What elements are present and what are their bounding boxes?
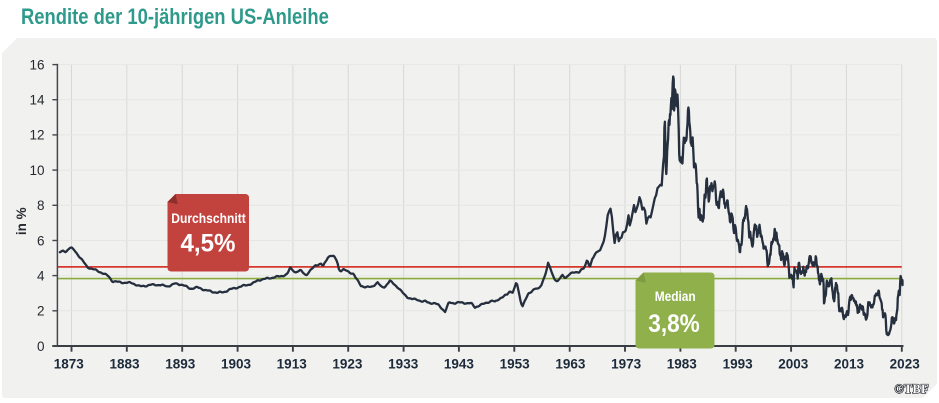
svg-text:12: 12 [29,128,44,143]
svg-text:2: 2 [37,304,45,319]
svg-text:4: 4 [37,268,45,283]
svg-text:1873: 1873 [54,357,85,372]
svg-text:10: 10 [29,163,44,178]
svg-text:14: 14 [29,93,45,108]
svg-text:6: 6 [37,233,45,248]
svg-text:0: 0 [37,339,45,354]
svg-text:1893: 1893 [165,357,196,372]
svg-text:2013: 2013 [834,357,865,372]
svg-text:1943: 1943 [444,357,475,372]
svg-text:8: 8 [37,198,45,213]
svg-text:3,8%: 3,8% [648,310,700,338]
svg-text:©TBF: ©TBF [895,382,929,396]
svg-text:1993: 1993 [723,357,754,372]
svg-text:Median: Median [655,289,696,304]
svg-text:16: 16 [29,57,44,72]
svg-text:1923: 1923 [332,357,363,372]
svg-text:1933: 1933 [388,357,419,372]
svg-text:1883: 1883 [109,357,140,372]
svg-text:1963: 1963 [555,357,586,372]
svg-text:in %: in % [14,207,29,235]
svg-text:2023: 2023 [890,357,921,372]
svg-text:1973: 1973 [611,357,642,372]
svg-text:4,5%: 4,5% [181,230,236,258]
svg-text:1953: 1953 [500,357,531,372]
svg-text:2003: 2003 [778,357,809,372]
svg-text:Durchschnitt: Durchschnitt [171,211,246,226]
svg-text:1913: 1913 [277,357,308,372]
svg-text:1903: 1903 [221,357,252,372]
svg-text:1983: 1983 [667,357,698,372]
